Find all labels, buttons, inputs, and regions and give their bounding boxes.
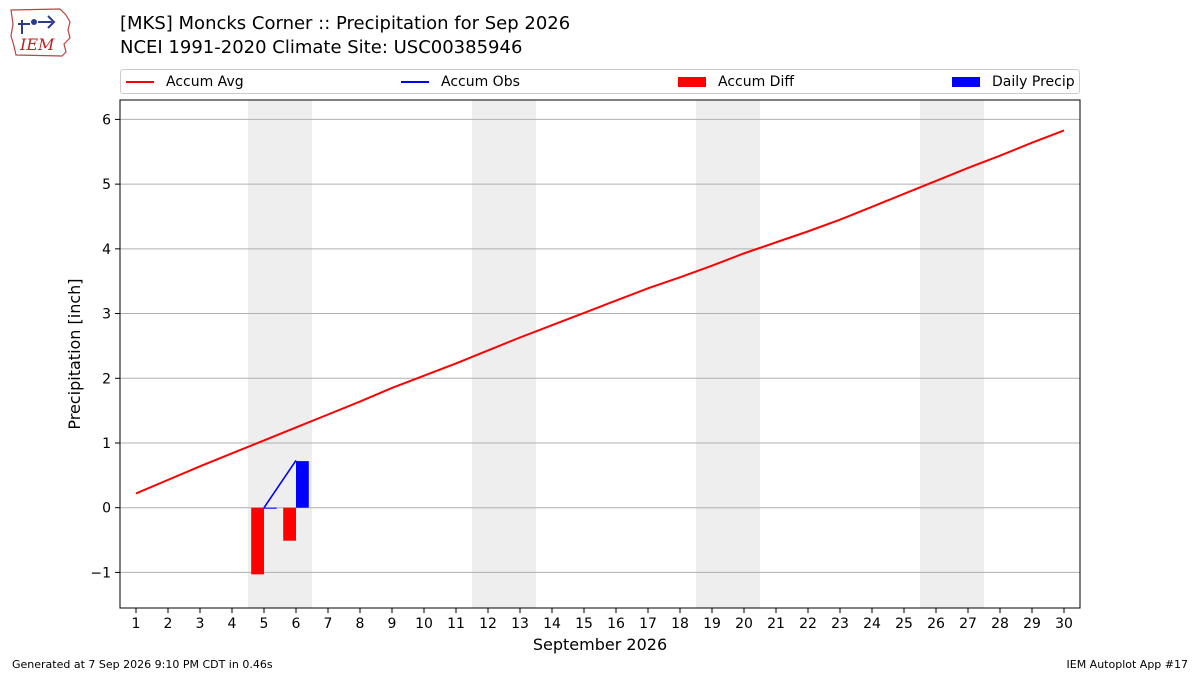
accum-diff-bar-day-6 <box>283 507 296 541</box>
x-tick-label: 15 <box>575 616 593 632</box>
x-tick-label: 14 <box>543 616 561 632</box>
weather-vane-icon <box>18 15 56 34</box>
legend-item-daily-precip: Daily Precip <box>952 70 1075 93</box>
x-tick-label: 4 <box>228 616 237 632</box>
weekend-band-2 <box>472 100 536 608</box>
x-tick-label: 8 <box>356 616 365 632</box>
x-tick-label: 22 <box>799 616 817 632</box>
legend-swatch-accum-diff <box>678 76 706 87</box>
x-tick-label: 10 <box>415 616 433 632</box>
y-tick-label: 4 <box>102 242 111 258</box>
accum-avg-line <box>135 129 1065 495</box>
x-tick-label: 3 <box>196 616 205 632</box>
legend-label-accum-avg: Accum Avg <box>166 73 244 90</box>
x-tick-label: 11 <box>447 616 465 632</box>
iowa-outline-icon <box>10 8 71 57</box>
x-tick-label: 20 <box>735 616 753 632</box>
x-tick-label: 9 <box>388 616 397 632</box>
legend-item-accum-obs: Accum Obs <box>401 70 520 93</box>
y-tick-label: 2 <box>102 371 111 387</box>
x-tick-label: 19 <box>703 616 721 632</box>
x-tick-label: 18 <box>671 616 689 632</box>
x-tick-label: 28 <box>991 616 1009 632</box>
x-axis-label: September 2026 <box>533 635 667 654</box>
chart-title: [MKS] Moncks Corner :: Precipitation for… <box>120 13 571 34</box>
legend-swatch-accum-obs <box>401 80 429 83</box>
weekend-band-3 <box>696 100 760 608</box>
x-tick-label: 6 <box>292 616 301 632</box>
accum-obs-line <box>263 460 297 509</box>
logo-text: IEM <box>19 35 55 54</box>
x-tick-label: 24 <box>863 616 881 632</box>
y-axis-label: Precipitation [inch] <box>65 278 84 429</box>
legend-swatch-daily-precip <box>952 76 980 87</box>
y-tick-label: 5 <box>102 177 111 193</box>
x-tick-label: 23 <box>831 616 849 632</box>
chart-legend: Accum Avg Accum Obs Accum Diff Daily Pre… <box>120 69 1080 94</box>
legend-label-accum-obs: Accum Obs <box>441 73 520 90</box>
x-tick-label: 12 <box>479 616 497 632</box>
weekend-band-4 <box>920 100 984 608</box>
x-tick-label: 21 <box>767 616 785 632</box>
x-tick-label: 30 <box>1055 616 1073 632</box>
x-tick-label: 27 <box>959 616 977 632</box>
y-tick-label: −1 <box>90 565 111 581</box>
x-tick-label: 13 <box>511 616 529 632</box>
legend-label-daily-precip: Daily Precip <box>992 73 1075 90</box>
y-tick-label: 3 <box>102 307 111 323</box>
plot-frame <box>119 99 1081 609</box>
x-tick-label: 7 <box>324 616 333 632</box>
x-tick-label: 5 <box>260 616 269 632</box>
daily-precip-bar-day-6 <box>296 461 309 508</box>
x-tick-label: 29 <box>1023 616 1041 632</box>
legend-item-accum-avg: Accum Avg <box>126 70 244 93</box>
accum-diff-bar-day-5 <box>251 507 264 575</box>
chart-subtitle: NCEI 1991-2020 Climate Site: USC00385946 <box>120 37 523 58</box>
legend-label-accum-diff: Accum Diff <box>718 73 795 90</box>
y-tick-label: 1 <box>102 436 111 452</box>
x-tick-label: 25 <box>895 616 913 632</box>
y-tick-label: 0 <box>102 501 111 517</box>
iem-logo: IEM <box>10 8 71 57</box>
x-tick-label: 16 <box>607 616 625 632</box>
legend-item-accum-diff: Accum Diff <box>678 70 794 93</box>
app-id-label: IEM Autoplot App #17 <box>1066 658 1189 671</box>
x-tick-label: 1 <box>132 616 141 632</box>
x-tick-label: 2 <box>164 616 173 632</box>
y-tick-label: 6 <box>102 112 111 128</box>
vane-hub-icon <box>31 19 37 25</box>
daily-precip-bar-day-5 <box>264 507 277 509</box>
x-tick-label: 26 <box>927 616 945 632</box>
x-tick-label: 17 <box>639 616 657 632</box>
generated-timestamp: Generated at 7 Sep 2026 9:10 PM CDT in 0… <box>12 658 273 671</box>
legend-swatch-accum-avg <box>126 80 154 83</box>
